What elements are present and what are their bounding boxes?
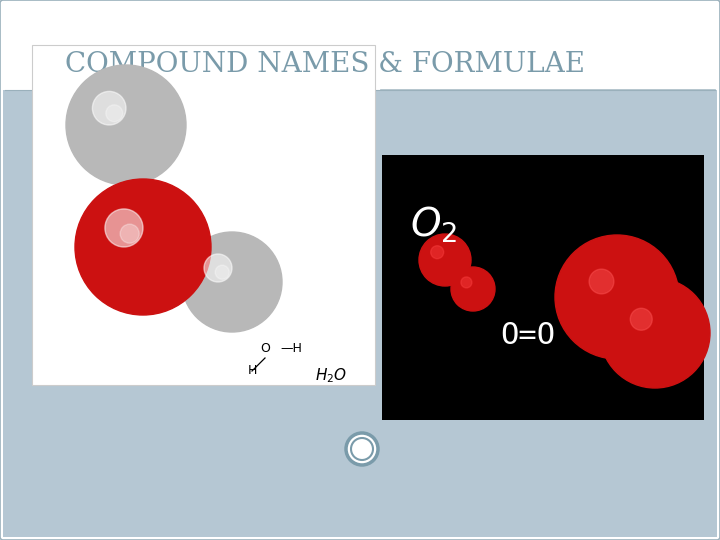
Circle shape (204, 254, 232, 282)
Circle shape (120, 224, 139, 243)
Circle shape (419, 234, 471, 286)
Circle shape (589, 269, 614, 294)
Circle shape (451, 267, 495, 311)
Text: O=O: O=O (500, 321, 555, 349)
Bar (32, 45, 375, 385)
Circle shape (106, 105, 122, 122)
Circle shape (75, 179, 211, 315)
Circle shape (215, 265, 229, 279)
Circle shape (555, 235, 679, 359)
Circle shape (66, 65, 186, 185)
Circle shape (461, 277, 472, 288)
Circle shape (346, 433, 378, 465)
Bar (3, 3, 717, 90)
Text: H: H (248, 364, 257, 377)
Text: $O_2$: $O_2$ (410, 205, 457, 245)
Circle shape (600, 278, 710, 388)
Text: O: O (260, 342, 270, 355)
Circle shape (182, 232, 282, 332)
Text: —H: —H (280, 342, 302, 355)
Bar (3, 90, 717, 537)
Circle shape (92, 91, 126, 125)
Circle shape (105, 209, 143, 247)
Circle shape (431, 246, 444, 259)
Circle shape (630, 308, 652, 330)
Bar (382, 155, 704, 420)
Text: COMPOUND NAMES & FORMULAE: COMPOUND NAMES & FORMULAE (65, 51, 585, 78)
Text: $H_2O$: $H_2O$ (315, 366, 347, 384)
